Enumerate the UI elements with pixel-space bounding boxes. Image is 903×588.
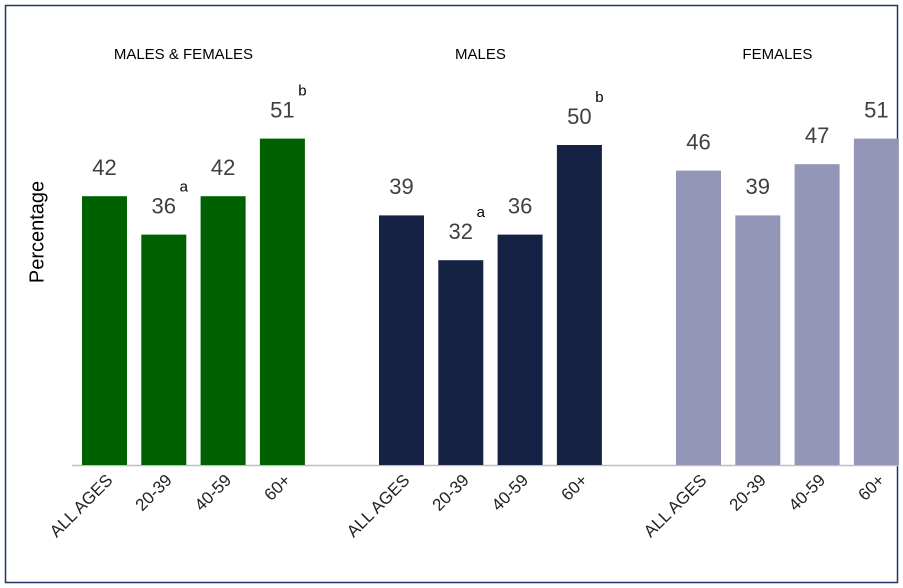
bar [141,234,187,465]
annotation: b [595,89,603,106]
value-label: 46 [686,129,710,154]
value-label: 47 [805,123,829,148]
group-title: MALES & FEMALES [114,46,253,63]
annotation: a [180,179,189,196]
y-axis-label: Percentage [26,181,48,283]
annotation: b [298,83,306,100]
bar [259,138,305,465]
value-label: 42 [211,155,235,180]
annotation: a [477,204,486,221]
value-label: 36 [508,193,532,218]
value-label: 36 [152,193,176,218]
bar [556,145,602,465]
value-label: 51 [864,97,888,122]
value-label: 32 [449,219,473,244]
value-label: 42 [92,155,116,180]
bar [735,215,781,465]
bar [676,170,721,465]
bar [794,164,840,465]
group-title: MALES [455,46,506,63]
bar [497,234,543,465]
bar [82,196,127,465]
bar [853,138,899,465]
value-label: 51 [270,97,294,122]
value-label: 39 [746,174,770,199]
value-label: 39 [389,174,413,199]
value-label: 50 [567,104,591,129]
bar [379,215,424,465]
bar [200,196,246,465]
group-title: FEMALES [742,46,812,63]
bar [438,260,484,465]
